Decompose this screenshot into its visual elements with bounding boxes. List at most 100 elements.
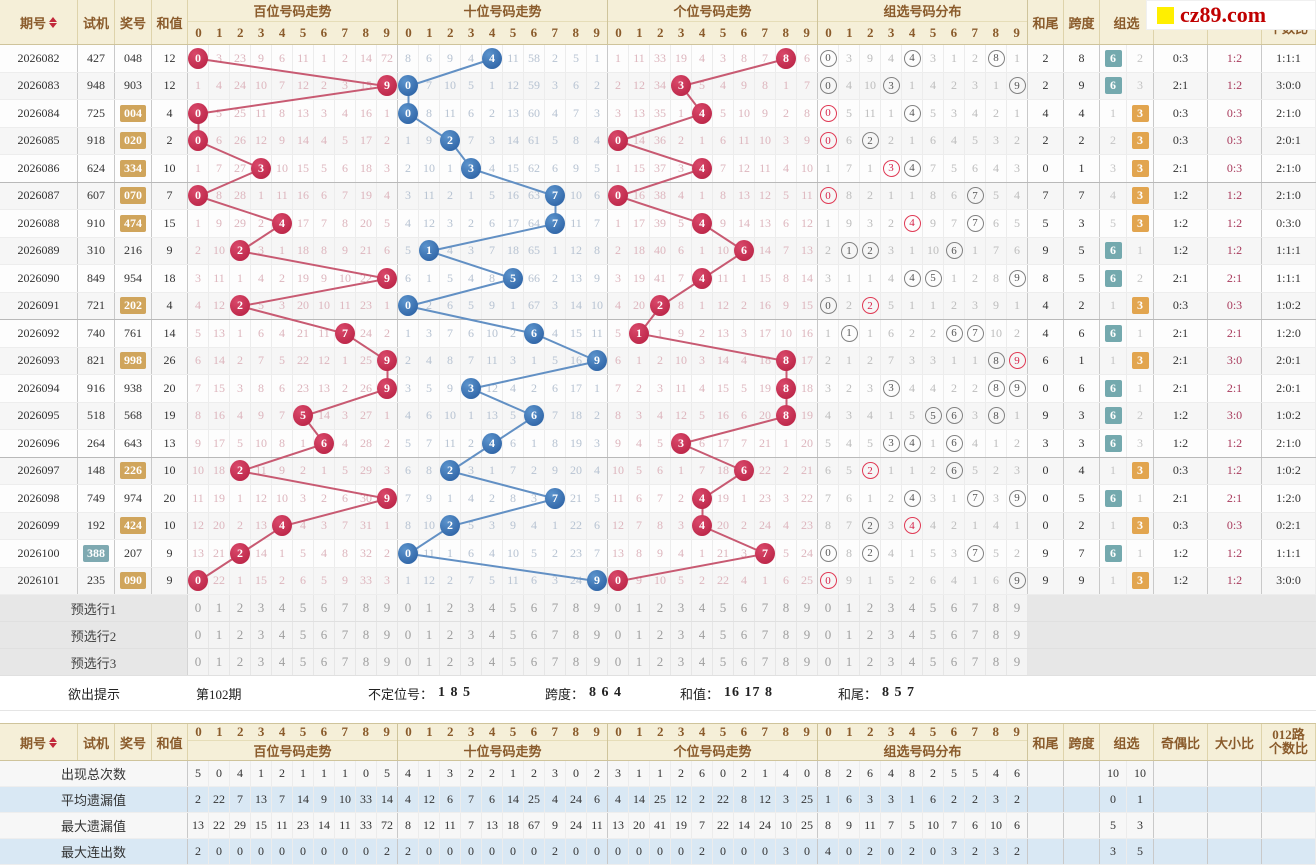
presel-cell[interactable]: 6 (524, 595, 545, 621)
presel-cell[interactable]: 8 (566, 595, 587, 621)
col-header-period[interactable]: 期号 (0, 724, 78, 760)
presel-cell[interactable]: 1 (209, 622, 230, 648)
presel-cell[interactable]: 3 (251, 595, 272, 621)
presel-cell[interactable]: 9 (1007, 622, 1028, 648)
site-logo[interactable]: cz89.com (1146, 0, 1316, 30)
presel-cell[interactable]: 4 (902, 622, 923, 648)
presel-cell[interactable]: 4 (692, 622, 713, 648)
presel-cell[interactable]: 2 (860, 649, 881, 675)
presel-cell[interactable]: 7 (545, 595, 566, 621)
presel-cell[interactable]: 4 (692, 649, 713, 675)
presel-cell[interactable]: 1 (209, 595, 230, 621)
presel-cell[interactable]: 1 (839, 622, 860, 648)
presel-cell[interactable]: 3 (881, 622, 902, 648)
presel-cell[interactable]: 0 (818, 649, 839, 675)
presel-cell[interactable]: 9 (1007, 649, 1028, 675)
presel-cell[interactable]: 2 (230, 649, 251, 675)
presel-cell[interactable]: 0 (398, 595, 419, 621)
presel-cell[interactable]: 7 (335, 595, 356, 621)
presel-cell[interactable]: 5 (503, 595, 524, 621)
presel-cell[interactable]: 0 (818, 595, 839, 621)
presel-cell[interactable]: 8 (356, 649, 377, 675)
presel-cell[interactable]: 7 (545, 622, 566, 648)
presel-cell[interactable]: 4 (272, 649, 293, 675)
presel-cell[interactable]: 2 (440, 649, 461, 675)
presel-cell[interactable]: 8 (986, 649, 1007, 675)
presel-cell[interactable]: 1 (839, 595, 860, 621)
presel-cell[interactable]: 5 (503, 649, 524, 675)
presel-cell[interactable]: 1 (209, 649, 230, 675)
presel-cell[interactable]: 0 (188, 622, 209, 648)
presel-cell[interactable]: 4 (482, 595, 503, 621)
presel-cell[interactable]: 9 (377, 649, 398, 675)
presel-cell[interactable]: 9 (587, 595, 608, 621)
presel-cell[interactable]: 9 (587, 649, 608, 675)
presel-cell[interactable]: 6 (524, 622, 545, 648)
presel-cell[interactable]: 0 (398, 649, 419, 675)
presel-cell[interactable]: 0 (608, 649, 629, 675)
presel-cell[interactable]: 4 (272, 622, 293, 648)
presel-cell[interactable]: 8 (776, 649, 797, 675)
presel-cell[interactable]: 9 (797, 595, 818, 621)
presel-cell[interactable]: 5 (293, 649, 314, 675)
presel-cell[interactable]: 3 (461, 622, 482, 648)
presel-cell[interactable]: 3 (671, 622, 692, 648)
presel-cell[interactable]: 8 (986, 622, 1007, 648)
presel-cell[interactable]: 7 (755, 649, 776, 675)
presel-cell[interactable]: 5 (503, 622, 524, 648)
presel-cell[interactable]: 4 (902, 649, 923, 675)
presel-cell[interactable]: 2 (860, 622, 881, 648)
presel-cell[interactable]: 1 (629, 649, 650, 675)
presel-cell[interactable]: 0 (608, 622, 629, 648)
presel-cell[interactable]: 1 (419, 595, 440, 621)
presel-cell[interactable]: 6 (944, 649, 965, 675)
presel-cell[interactable]: 3 (671, 649, 692, 675)
presel-cell[interactable]: 4 (482, 649, 503, 675)
presel-cell[interactable]: 1 (839, 649, 860, 675)
presel-cell[interactable]: 7 (965, 649, 986, 675)
presel-cell[interactable]: 9 (797, 649, 818, 675)
presel-cell[interactable]: 0 (188, 595, 209, 621)
presel-cell[interactable]: 6 (944, 595, 965, 621)
presel-cell[interactable]: 8 (776, 595, 797, 621)
col-header-period[interactable]: 期号 (0, 0, 78, 44)
presel-cell[interactable]: 6 (314, 622, 335, 648)
presel-cell[interactable]: 6 (734, 622, 755, 648)
presel-cell[interactable]: 3 (251, 622, 272, 648)
presel-cell[interactable]: 9 (797, 622, 818, 648)
presel-cell[interactable]: 5 (923, 649, 944, 675)
presel-cell[interactable]: 1 (419, 649, 440, 675)
presel-cell[interactable]: 5 (713, 649, 734, 675)
presel-cell[interactable]: 8 (776, 622, 797, 648)
presel-cell[interactable]: 1 (419, 622, 440, 648)
presel-cell[interactable]: 5 (713, 622, 734, 648)
presel-cell[interactable]: 3 (461, 649, 482, 675)
presel-cell[interactable]: 7 (965, 595, 986, 621)
presel-cell[interactable]: 0 (398, 622, 419, 648)
presel-cell[interactable]: 9 (377, 622, 398, 648)
presel-cell[interactable]: 3 (671, 595, 692, 621)
presel-cell[interactable]: 2 (230, 595, 251, 621)
presel-cell[interactable]: 2 (650, 595, 671, 621)
presel-cell[interactable]: 2 (860, 595, 881, 621)
presel-cell[interactable]: 8 (356, 622, 377, 648)
presel-cell[interactable]: 2 (230, 622, 251, 648)
presel-cell[interactable]: 3 (251, 649, 272, 675)
presel-cell[interactable]: 7 (335, 649, 356, 675)
presel-cell[interactable]: 3 (461, 595, 482, 621)
presel-cell[interactable]: 5 (713, 595, 734, 621)
presel-cell[interactable]: 5 (293, 595, 314, 621)
presel-cell[interactable]: 9 (1007, 595, 1028, 621)
presel-cell[interactable]: 8 (566, 649, 587, 675)
presel-cell[interactable]: 6 (944, 622, 965, 648)
presel-cell[interactable]: 7 (545, 649, 566, 675)
presel-cell[interactable]: 7 (335, 622, 356, 648)
presel-cell[interactable]: 0 (818, 622, 839, 648)
presel-cell[interactable]: 1 (629, 595, 650, 621)
presel-cell[interactable]: 6 (314, 649, 335, 675)
presel-cell[interactable]: 5 (293, 622, 314, 648)
presel-cell[interactable]: 2 (440, 622, 461, 648)
presel-cell[interactable]: 1 (629, 622, 650, 648)
presel-cell[interactable]: 6 (734, 595, 755, 621)
presel-cell[interactable]: 0 (608, 595, 629, 621)
